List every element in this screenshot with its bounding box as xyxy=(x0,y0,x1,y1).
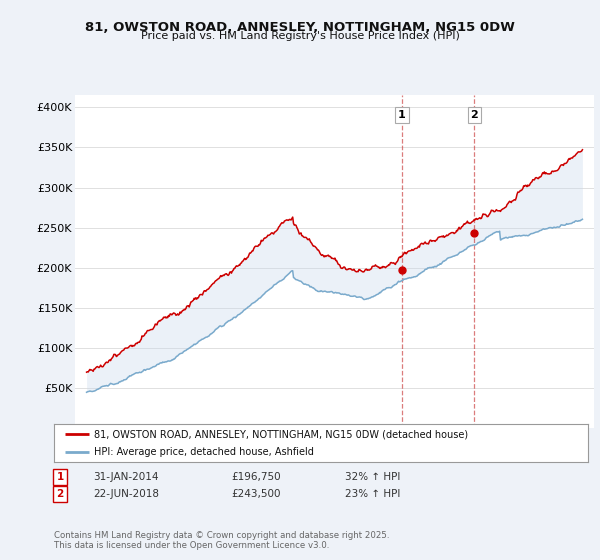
Text: 81, OWSTON ROAD, ANNESLEY, NOTTINGHAM, NG15 0DW: 81, OWSTON ROAD, ANNESLEY, NOTTINGHAM, N… xyxy=(85,21,515,34)
Text: 1: 1 xyxy=(56,472,64,482)
Text: 32% ↑ HPI: 32% ↑ HPI xyxy=(345,472,400,482)
Text: £243,500: £243,500 xyxy=(231,489,281,499)
Text: 1: 1 xyxy=(398,110,406,120)
Text: 23% ↑ HPI: 23% ↑ HPI xyxy=(345,489,400,499)
Text: Contains HM Land Registry data © Crown copyright and database right 2025.
This d: Contains HM Land Registry data © Crown c… xyxy=(54,531,389,550)
Text: 31-JAN-2014: 31-JAN-2014 xyxy=(93,472,158,482)
Text: 2: 2 xyxy=(56,489,64,499)
Text: HPI: Average price, detached house, Ashfield: HPI: Average price, detached house, Ashf… xyxy=(94,447,314,457)
Text: 81, OWSTON ROAD, ANNESLEY, NOTTINGHAM, NG15 0DW (detached house): 81, OWSTON ROAD, ANNESLEY, NOTTINGHAM, N… xyxy=(94,429,468,439)
Text: 22-JUN-2018: 22-JUN-2018 xyxy=(93,489,159,499)
Text: £196,750: £196,750 xyxy=(231,472,281,482)
Text: Price paid vs. HM Land Registry's House Price Index (HPI): Price paid vs. HM Land Registry's House … xyxy=(140,31,460,41)
Text: 2: 2 xyxy=(470,110,478,120)
